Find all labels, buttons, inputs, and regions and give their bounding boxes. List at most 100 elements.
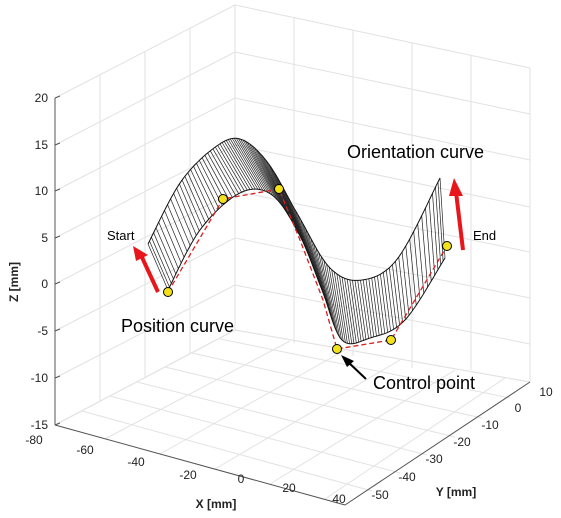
- control-point: [163, 287, 173, 297]
- surface-ruling: [428, 200, 436, 276]
- z-tick-label: -5: [37, 324, 48, 338]
- control-point: [442, 241, 452, 251]
- z-tick-marks: [54, 95, 61, 426]
- surface-ruling: [181, 179, 203, 228]
- control-polygon: [167, 188, 448, 350]
- surface-ruling: [365, 279, 375, 337]
- surface-ruling: [326, 263, 340, 337]
- surface-ruling: [170, 198, 191, 246]
- surface-ruling: [221, 142, 251, 190]
- surface-ruling: [421, 215, 428, 288]
- surface-ruling: [388, 267, 397, 328]
- surface-ruling: [437, 181, 444, 262]
- surface-ruling: [413, 231, 421, 300]
- surface-ruling: [333, 271, 346, 343]
- surface-ruling: [179, 183, 200, 232]
- surface-ruling: [223, 141, 254, 190]
- end-arrow: [449, 178, 465, 251]
- end-label: End: [473, 228, 496, 243]
- surface-ruling: [240, 139, 274, 196]
- surface-ruling: [312, 242, 332, 318]
- z-tick-label: 15: [35, 138, 49, 152]
- surface-ruling: [368, 278, 377, 337]
- surface-ruling: [371, 277, 380, 336]
- surface-ruling: [398, 256, 407, 320]
- surface-ruling: [328, 267, 342, 340]
- y-tick-label: -40: [398, 470, 416, 484]
- surface-ruling: [214, 146, 242, 193]
- surface-ruling: [253, 147, 288, 214]
- floor-grid: [54, 329, 531, 506]
- surface-ruling: [417, 223, 425, 294]
- surface-ruling: [161, 216, 182, 264]
- y-axis-label: Y [mm]: [436, 485, 476, 499]
- surface-ruling: [354, 280, 364, 341]
- surface-ruling: [249, 143, 283, 207]
- surface-ruling: [242, 139, 276, 198]
- surface-ruling: [357, 280, 367, 340]
- y-tick-label: 10: [539, 385, 553, 399]
- surface-ruling: [302, 223, 326, 299]
- surface-ruling: [349, 279, 360, 343]
- surface-ruling: [360, 280, 369, 339]
- surface-ruling: [344, 278, 355, 344]
- control-point: [274, 184, 284, 194]
- surface-ruling: [147, 243, 169, 291]
- surface-ruling: [184, 176, 206, 224]
- surface-ruling: [336, 273, 348, 344]
- surface-ruling: [158, 221, 179, 269]
- x-tick-label: -80: [25, 433, 43, 447]
- z-tick-label: 0: [41, 277, 48, 291]
- position-curve-label: Position curve: [121, 316, 234, 336]
- surface-ruling: [193, 166, 216, 213]
- surface-ruling: [209, 150, 236, 196]
- control-point: [386, 335, 396, 345]
- orientation-curve-label: Orientation curve: [347, 142, 484, 162]
- surface-ruling: [352, 280, 362, 342]
- surface-ruling: [155, 227, 177, 275]
- surface-ruling: [374, 276, 383, 335]
- surface-ruling: [247, 142, 281, 204]
- surface-ruling: [401, 251, 410, 316]
- surface-ruling: [339, 275, 350, 344]
- surface-ruling: [341, 277, 353, 344]
- surface-ruling: [320, 256, 337, 331]
- axes-box: [54, 98, 531, 506]
- surface-ruling: [190, 169, 213, 216]
- surface-ruling: [176, 188, 197, 236]
- surface-ruling: [409, 238, 417, 306]
- surface-ruling: [167, 204, 188, 252]
- x-tick-label: 40: [332, 492, 346, 506]
- start-label: Start: [107, 228, 135, 243]
- surface-ruling: [231, 138, 264, 191]
- surface-ruling: [307, 233, 329, 309]
- surface-ruling: [435, 187, 442, 266]
- surface-ruling: [238, 138, 271, 195]
- surface-ruling: [196, 163, 220, 209]
- surface-ruling: [362, 279, 372, 338]
- control-points: [163, 184, 452, 354]
- x-tick-label: -20: [179, 468, 197, 482]
- surface-ruling: [305, 228, 328, 304]
- surface-ruling: [377, 275, 386, 334]
- surface-ruling: [207, 152, 233, 198]
- surface-ruling: [212, 148, 240, 194]
- surface-ruling: [225, 140, 256, 190]
- x-tick-label: -60: [76, 443, 94, 457]
- surface-ruling: [149, 240, 170, 288]
- y-tick-labels: -50 -40 -30 -20 -10 0 10: [371, 385, 553, 502]
- surface-ruling: [382, 272, 391, 332]
- surface-ruling: [229, 138, 261, 190]
- x-axis-label: X [mm]: [196, 497, 237, 511]
- surface-ruling: [299, 218, 324, 295]
- surface-ruling: [227, 139, 259, 190]
- surface-ruling: [310, 238, 331, 313]
- surface-ruling: [244, 140, 279, 201]
- control-point-pointer-arrow: [341, 355, 367, 380]
- surface-ruling: [323, 260, 339, 334]
- z-tick-label: 10: [35, 184, 49, 198]
- surface-ruling: [405, 245, 413, 311]
- surface-ruling: [204, 155, 230, 201]
